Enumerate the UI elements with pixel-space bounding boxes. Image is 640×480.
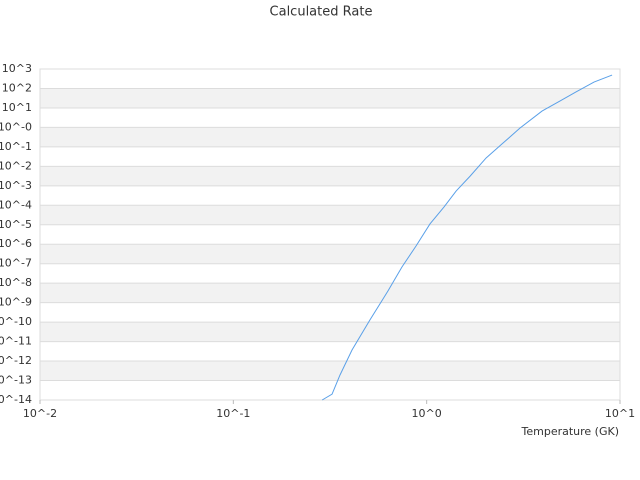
y-tick-label: 10^-13: [0, 374, 32, 387]
y-tick-label: 10^-6: [0, 237, 32, 250]
x-tick-label: 10^1: [605, 407, 635, 420]
grid-band: [40, 283, 620, 303]
grid-band: [40, 244, 620, 264]
x-tick-label: 10^-2: [23, 407, 57, 420]
y-tick-label: 10^-2: [0, 159, 32, 172]
plot-border: [39, 68, 621, 401]
y-tick-label: 10^-1: [0, 140, 32, 153]
y-tick-label: 10^-8: [0, 276, 32, 289]
grid-band: [40, 361, 620, 381]
y-tick-label: 10^-9: [0, 296, 32, 309]
y-tick-label: 10^-4: [0, 198, 32, 211]
data-line: [321, 74, 613, 401]
y-tick-label: 10^-5: [0, 218, 32, 231]
chart-title: Calculated Rate: [270, 5, 373, 20]
y-tick-label: 10^-7: [0, 257, 32, 270]
x-tick-label: 10^-1: [216, 407, 250, 420]
grid-band: [40, 322, 620, 342]
y-tick-label: 10^3: [2, 62, 32, 75]
x-axis-label: Temperature (GK): [521, 425, 620, 438]
y-tick-label: 10^-3: [0, 179, 32, 192]
y-tick-label: 10^-11: [0, 335, 32, 348]
y-tick-label: 10^-12: [0, 354, 32, 367]
y-tick-label: 10^-14: [0, 393, 32, 406]
grid-band: [40, 127, 620, 147]
y-tick-label: 10^2: [2, 81, 32, 94]
y-tick-label: 10^-0: [0, 120, 32, 133]
y-tick-label: 10^1: [2, 101, 32, 114]
grid-band: [40, 205, 620, 225]
grid-band: [40, 88, 620, 108]
x-tick-label: 10^0: [412, 407, 442, 420]
grid-band: [40, 166, 620, 186]
y-tick-label: 10^-10: [0, 315, 32, 328]
